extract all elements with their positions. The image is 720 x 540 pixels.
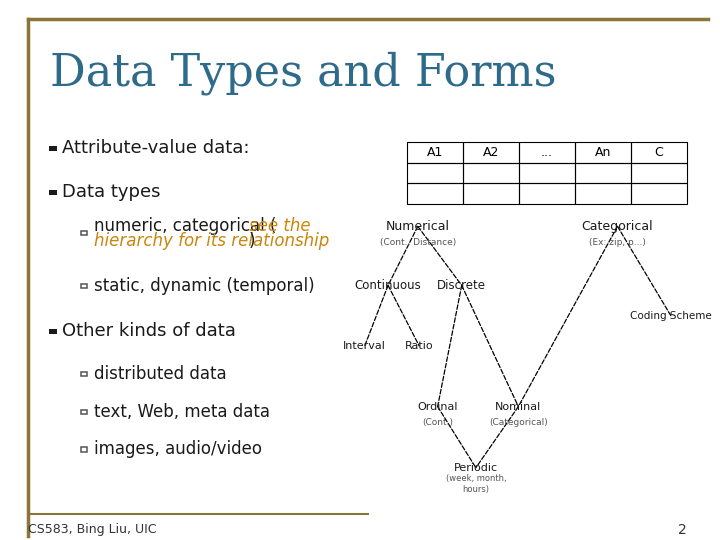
Text: Attribute-value data:: Attribute-value data: [63,139,250,157]
Text: A2: A2 [483,146,499,159]
Text: Coding Scheme: Coding Scheme [631,312,712,321]
Bar [631,142,687,163]
Text: hierarchy for its relationship: hierarchy for its relationship [94,232,330,251]
Text: see the: see the [248,218,310,235]
Text: 2: 2 [678,523,687,537]
Text: (week, month,
hours): (week, month, hours) [446,474,506,494]
Bar [631,163,687,183]
Text: Numerical: Numerical [386,220,450,233]
Bar [463,163,519,183]
Bar [631,183,687,204]
Bar [408,142,463,163]
Text: (Cont.): (Cont.) [422,418,453,427]
Bar [49,146,57,151]
Text: Nominal: Nominal [495,402,541,411]
Text: distributed data: distributed data [94,366,227,383]
Bar [463,142,519,163]
Text: Ratio: Ratio [405,341,433,351]
Bar [575,142,631,163]
Text: CS583, Bing Liu, UIC: CS583, Bing Liu, UIC [28,523,157,536]
Text: text, Web, meta data: text, Web, meta data [94,403,270,421]
Text: Discrete: Discrete [437,279,486,292]
Text: numeric, categorical (: numeric, categorical ( [94,218,276,235]
Text: ): ) [248,232,255,251]
Bar [575,163,631,183]
Bar [81,285,87,288]
Bar [575,183,631,204]
Bar [81,231,87,235]
Text: An: An [595,146,611,159]
Text: Ordinal: Ordinal [418,402,458,411]
Text: Periodic: Periodic [454,463,498,472]
Text: C: C [654,146,663,159]
Bar [408,183,463,204]
Text: (Categorical): (Categorical) [489,418,548,427]
Text: Continuous: Continuous [355,279,421,292]
Bar [519,163,575,183]
Text: static, dynamic (temporal): static, dynamic (temporal) [94,278,315,295]
Text: ...: ... [541,146,553,159]
Bar [408,163,463,183]
Text: (Ex: zip, p...): (Ex: zip, p...) [589,238,646,247]
Bar [49,190,57,194]
Text: images, audio/video: images, audio/video [94,441,262,458]
Bar [81,448,87,451]
Bar [81,410,87,414]
Bar [519,142,575,163]
Text: Other kinds of data: Other kinds of data [63,322,236,341]
Text: (Cont., Distance): (Cont., Distance) [379,238,456,247]
Bar [463,183,519,204]
Text: A1: A1 [427,146,444,159]
Text: Interval: Interval [343,341,386,351]
Bar [81,373,87,376]
Text: Data Types and Forms: Data Types and Forms [50,51,556,94]
Bar [49,329,57,334]
Bar [519,183,575,204]
Text: Categorical: Categorical [582,220,653,233]
Text: Data types: Data types [63,183,161,201]
